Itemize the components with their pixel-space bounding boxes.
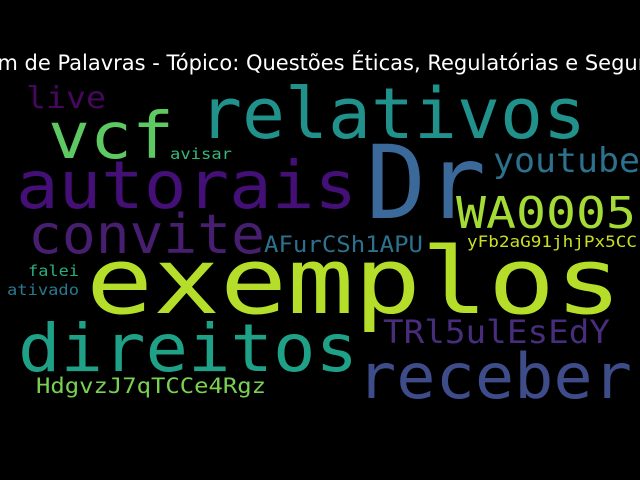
word-relativos: relativos — [199, 73, 586, 155]
word-afurcsh1apu: AFurCSh1APU — [264, 233, 423, 258]
word-avisar: avisar — [170, 145, 232, 163]
word-direitos: direitos — [18, 310, 358, 387]
word-live: live — [26, 81, 106, 116]
word-ativado: ativado — [7, 281, 79, 299]
word-falei: falei — [28, 262, 79, 280]
word-autorais: autorais — [16, 147, 357, 224]
word-yfb2ag91jhjpx5cc: yFb2aG91jhjPx5CC — [467, 232, 637, 251]
word-dr: Dr — [366, 124, 486, 243]
word-receber: receber — [357, 340, 632, 413]
word-cloud-title: Nuvem de Palavras - Tópico: Questões Éti… — [0, 51, 640, 75]
word-convite: convite — [28, 203, 265, 266]
word-hdgvzj7qtcce4rgz: HdgvzJ7qTCCe4Rgz — [36, 374, 266, 398]
word-youtube: youtube — [493, 141, 640, 181]
word-exemplos: exemplos — [86, 228, 622, 335]
word-trl5ulesedy: TRl5ulEsEdY — [383, 313, 610, 351]
word-vcf: vcf — [48, 100, 174, 174]
word-wa0005: WA0005 — [456, 188, 636, 239]
